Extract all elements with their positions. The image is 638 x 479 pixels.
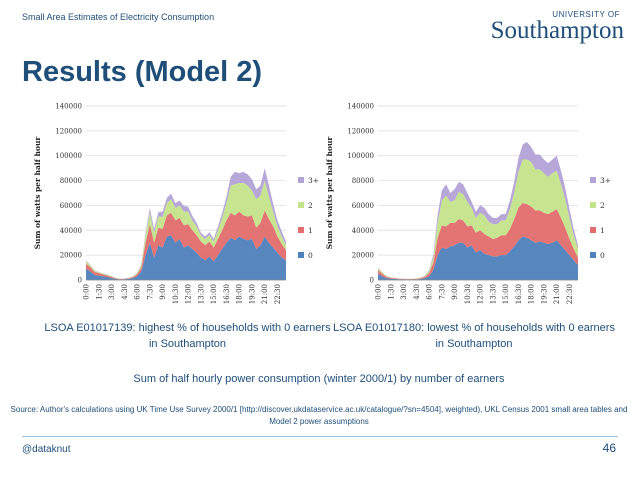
header-text: Small Area Estimates of Electricity Cons… (22, 12, 215, 22)
footer-handle: @dataknut (22, 444, 71, 455)
y-tick-label: 20000 (352, 252, 374, 260)
x-tick-label: 15:00 (210, 284, 218, 304)
y-tick-label: 120000 (347, 127, 374, 135)
source-note: Source: Author's calculations using UK T… (10, 405, 628, 426)
x-tick-label: 4:30 (413, 284, 421, 300)
y-tick-label: 0 (78, 277, 82, 285)
x-tick-label: 18:00 (236, 284, 244, 304)
x-tick-label: 16:30 (223, 284, 231, 304)
area-series-3plus (378, 142, 578, 279)
x-tick-label: 10:30 (172, 284, 180, 304)
legend-label: 1 (600, 226, 605, 235)
x-tick-label: 0:00 (83, 284, 91, 300)
x-tick-label: 13:30 (489, 284, 497, 304)
area-series-3plus (86, 168, 286, 279)
legend-label: 3+ (600, 176, 611, 185)
y-tick-label: 140000 (347, 103, 374, 111)
legend-label: 0 (308, 251, 313, 260)
x-tick-label: 3:00 (400, 284, 408, 300)
y-tick-label: 80000 (352, 177, 374, 185)
y-tick-label: 60000 (60, 202, 82, 210)
x-tick-label: 21:00 (553, 284, 561, 304)
chart-left-caption: LSOA E01017139: highest % of households … (44, 322, 331, 350)
area-series-2 (378, 159, 578, 280)
x-tick-label: 19:30 (248, 284, 256, 304)
y-tick-label: 120000 (55, 127, 82, 135)
y-tick-label: 100000 (347, 152, 374, 160)
x-tick-label: 9:00 (451, 284, 459, 300)
chart-right: 0 20000 40000 60000 80000 100000 120000 140000 0… (325, 103, 611, 305)
area-series-1 (86, 210, 286, 280)
x-tick-label: 12:00 (477, 284, 485, 304)
y-axis-label: Sum of watts per half hour (325, 136, 334, 250)
x-tick-label: 9:00 (159, 284, 167, 300)
legend-swatch (298, 227, 304, 233)
legend-swatch (590, 252, 596, 258)
x-tick-label: 22:30 (566, 284, 574, 304)
legend-swatch (590, 177, 596, 183)
y-tick-label: 60000 (352, 202, 374, 210)
x-tick-label: 3:00 (108, 284, 116, 300)
y-tick-label: 40000 (60, 227, 82, 235)
area-series-0 (86, 235, 286, 280)
legend-swatch (298, 252, 304, 258)
footer-divider (22, 436, 618, 437)
area-series-2 (86, 180, 286, 280)
x-tick-label: 22:30 (274, 284, 282, 304)
x-tick-label: 16:30 (515, 284, 523, 304)
x-tick-label: 6:00 (134, 284, 142, 300)
legend-label: 2 (308, 201, 313, 210)
legend-label: 0 (600, 251, 605, 260)
page-number: 46 (602, 441, 616, 455)
legend-swatch (298, 177, 304, 183)
x-tick-label: 13:30 (197, 284, 205, 304)
y-tick-label: 0 (370, 277, 374, 285)
x-tick-label: 12:00 (185, 284, 193, 304)
legend-swatch (590, 202, 596, 208)
x-tick-label: 18:00 (528, 284, 536, 304)
x-tick-label: 7:30 (438, 284, 446, 300)
legend-label: 1 (308, 226, 313, 235)
x-tick-label: 4:30 (121, 284, 129, 300)
legend-label: 3+ (308, 176, 319, 185)
x-tick-label: 7:30 (146, 284, 154, 300)
x-tick-label: 15:00 (502, 284, 510, 304)
x-tick-label: 1:30 (95, 284, 103, 300)
logo-line1: UNIVERSITY OF (552, 10, 620, 19)
y-tick-label: 20000 (60, 252, 82, 260)
university-logo: UNIVERSITY OF Southampton (424, 10, 624, 43)
y-axis-label: Sum of watts per half hour (33, 136, 42, 250)
x-tick-label: 10:30 (464, 284, 472, 304)
legend-swatch (590, 227, 596, 233)
x-tick-label: 19:30 (540, 284, 548, 304)
legend-label: 2 (600, 201, 605, 210)
logo-line2: Southampton (490, 17, 624, 44)
chart-left: 0 20000 40000 60000 80000 100000 120000 140000 0… (33, 103, 319, 305)
chart-subtitle: Sum of half hourly power consumption (wi… (133, 373, 505, 385)
area-series-0 (378, 236, 578, 280)
y-tick-label: 100000 (55, 152, 82, 160)
x-tick-label: 1:30 (387, 284, 395, 300)
legend-swatch (298, 202, 304, 208)
y-tick-label: 80000 (60, 177, 82, 185)
slide-title: Results (Model 2) (22, 56, 263, 88)
area-series-1 (378, 202, 578, 280)
y-tick-label: 140000 (55, 103, 82, 111)
y-tick-label: 40000 (352, 227, 374, 235)
x-tick-label: 6:00 (426, 284, 434, 300)
x-tick-label: 0:00 (375, 284, 383, 300)
x-tick-label: 21:00 (261, 284, 269, 304)
chart-right-caption: LSOA E01017180: lowest % of households w… (333, 322, 615, 350)
